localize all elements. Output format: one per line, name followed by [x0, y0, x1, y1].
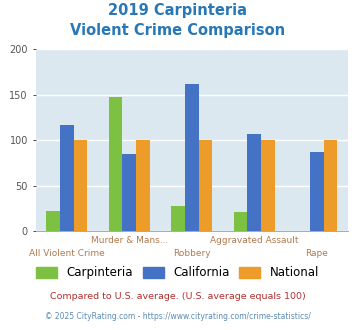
Text: Compared to U.S. average. (U.S. average equals 100): Compared to U.S. average. (U.S. average … [50, 292, 305, 301]
Text: Rape: Rape [305, 249, 328, 258]
Text: Aggravated Assault: Aggravated Assault [210, 236, 299, 245]
Bar [122, 154, 136, 231]
Bar [171, 206, 185, 231]
Bar [234, 212, 247, 231]
Bar [109, 97, 122, 231]
Bar [185, 84, 198, 231]
Text: © 2025 CityRating.com - https://www.cityrating.com/crime-statistics/: © 2025 CityRating.com - https://www.city… [45, 312, 310, 321]
Bar [198, 140, 212, 231]
Bar [247, 134, 261, 231]
Bar [60, 125, 73, 231]
Text: Robbery: Robbery [173, 249, 211, 258]
Bar [310, 152, 323, 231]
Bar [46, 211, 60, 231]
Text: Violent Crime Comparison: Violent Crime Comparison [70, 23, 285, 38]
Bar [323, 140, 337, 231]
Text: All Violent Crime: All Violent Crime [29, 249, 105, 258]
Text: Murder & Mans...: Murder & Mans... [91, 236, 168, 245]
Legend: Carpinteria, California, National: Carpinteria, California, National [31, 262, 324, 284]
Bar [136, 140, 150, 231]
Bar [73, 140, 87, 231]
Bar [261, 140, 275, 231]
Text: 2019 Carpinteria: 2019 Carpinteria [108, 3, 247, 18]
